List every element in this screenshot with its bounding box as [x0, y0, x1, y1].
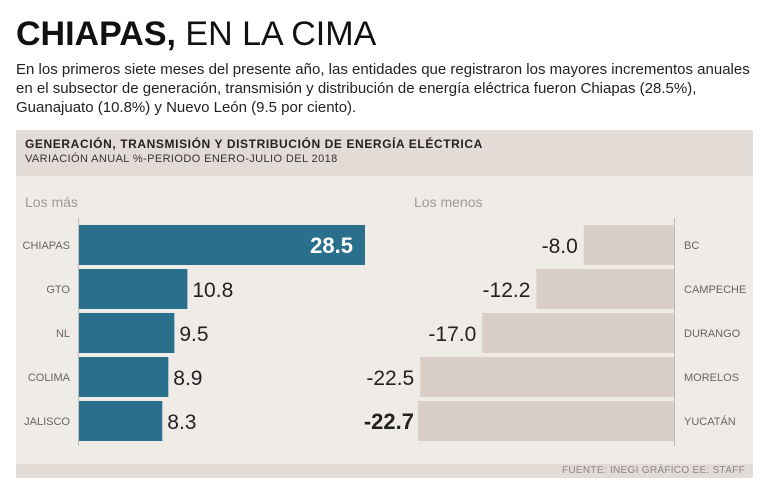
value-label-bottom-2: -17.0	[428, 323, 476, 346]
value-label-bottom-4: -22.7	[364, 409, 414, 434]
source-note: FUENTE: INEGI GRÁFICO EE: STAFF	[561, 465, 745, 476]
category-label-bottom-1: CAMPECHE	[684, 284, 746, 296]
category-label-top-3: COLIMA	[28, 372, 71, 384]
bar-bottom-4	[418, 401, 674, 441]
bar-bottom-2	[482, 313, 674, 353]
title-bold: CHIAPAS,	[16, 15, 176, 53]
bar-top-3	[79, 357, 169, 397]
value-label-top-0: 28.5	[310, 233, 353, 258]
category-label-top-0: CHIAPAS	[23, 240, 70, 252]
category-label-bottom-2: DURANGO	[684, 328, 741, 340]
chart-title: GENERACIÓN, TRANSMISIÓN Y DISTRIBUCIÓN D…	[25, 137, 483, 151]
bar-top-4	[79, 401, 163, 441]
category-label-top-4: JALISCO	[24, 416, 70, 428]
footer: FUENTE: INEGI GRÁFICO EE: STAFF	[16, 464, 753, 478]
category-label-top-1: GTO	[46, 284, 70, 296]
category-label-bottom-3: MORELOS	[684, 372, 739, 384]
value-label-bottom-3: -22.5	[366, 367, 414, 390]
category-label-bottom-0: BC	[684, 240, 699, 252]
category-label-bottom-4: YUCATÁN	[684, 415, 736, 428]
chart-header: GENERACIÓN, TRANSMISIÓN Y DISTRIBUCIÓN D…	[16, 130, 753, 176]
page-title: CHIAPAS, EN LA CIMA	[16, 14, 376, 54]
bar-top-0	[79, 225, 365, 265]
category-label-top-2: NL	[56, 328, 70, 340]
section-label-top: Los más	[25, 194, 78, 210]
bar-bottom-1	[536, 269, 674, 309]
title-light: EN LA CIMA	[185, 15, 377, 53]
bar-top-2	[79, 313, 175, 353]
bar-bottom-0	[583, 225, 674, 265]
intro-text: En los primeros siete meses del presente…	[16, 61, 750, 116]
bar-top-1	[79, 269, 188, 309]
value-label-bottom-0: -8.0	[542, 235, 578, 258]
value-label-top-1: 10.8	[192, 279, 233, 302]
value-label-top-3: 8.9	[173, 367, 202, 390]
section-label-bottom: Los menos	[414, 194, 483, 210]
value-label-top-2: 9.5	[179, 323, 208, 346]
bar-bottom-3	[420, 357, 674, 397]
value-label-top-4: 8.3	[167, 411, 196, 434]
value-label-bottom-1: -12.2	[483, 279, 531, 302]
chart-subtitle: VARIACIÓN ANUAL %-PERIODO ENERO-JULIO DE…	[25, 153, 338, 165]
